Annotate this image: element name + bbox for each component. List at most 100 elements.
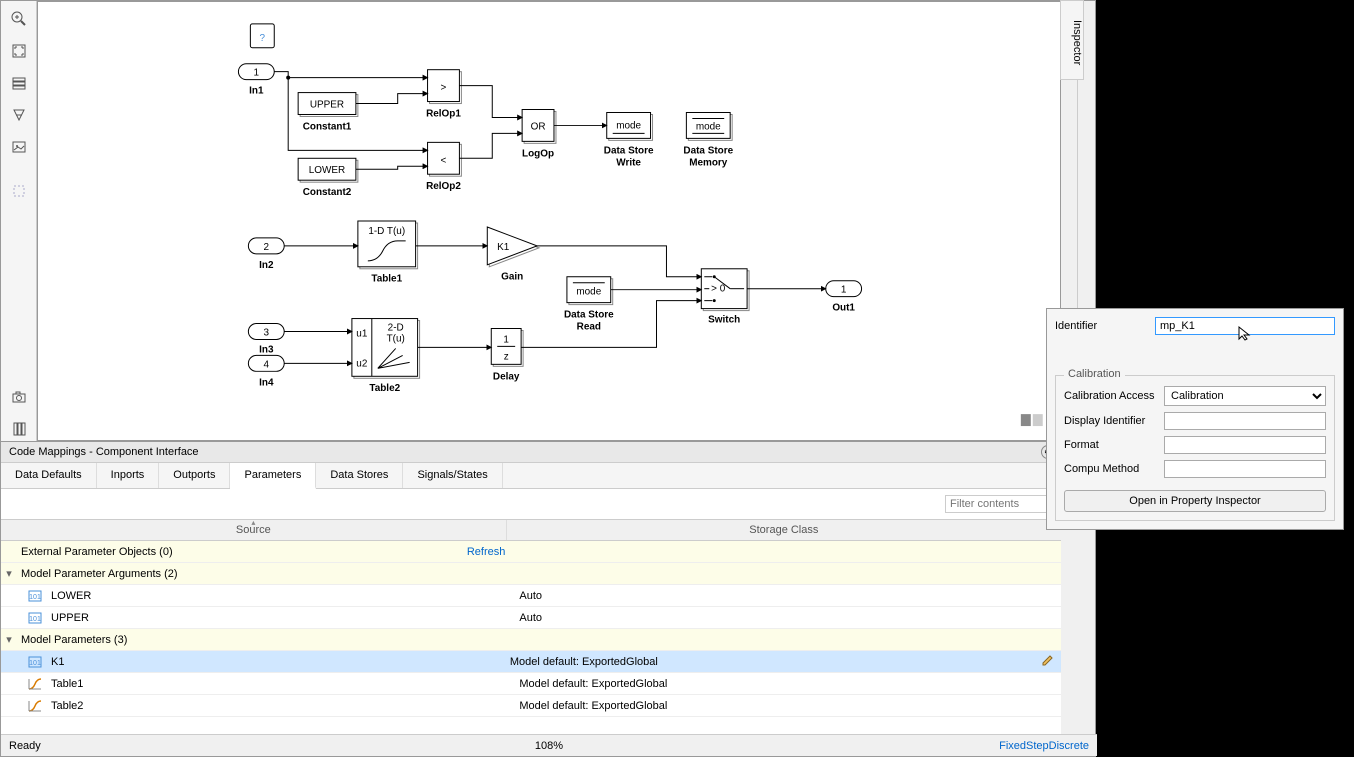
row-name: Table1 [51,678,83,690]
image-icon[interactable] [5,133,33,161]
svg-text:Memory: Memory [689,157,728,168]
row-name: Table2 [51,700,83,712]
table-row[interactable]: 101UPPERAuto [1,607,1061,629]
expand-icon[interactable]: ▾ [1,567,17,580]
block-logop: OR LogOp [522,110,556,160]
block-relop1: > RelOp1 [426,70,461,120]
table-row[interactable]: 101 K1 Model default: ExportedGlobal [1,651,1061,673]
svg-text:2: 2 [264,242,270,253]
cal-access-select[interactable]: Calibration [1164,386,1326,406]
block-dsw: mode Data Store Write [604,112,654,168]
area-icon[interactable] [5,177,33,205]
svg-text:1: 1 [503,334,509,345]
open-property-inspector-button[interactable]: Open in Property Inspector [1064,490,1326,512]
identifier-label: Identifier [1055,320,1155,332]
panel-tabs: Data Defaults Inports Outports Parameter… [1,463,1061,489]
fit-view-icon[interactable] [5,37,33,65]
svg-text:u1: u1 [356,328,368,339]
row-storage-class[interactable]: Model default: ExportedGlobal [513,678,1061,690]
explorer-icon[interactable] [5,69,33,97]
group-row[interactable]: ▾Model Parameter Arguments (2) [1,563,1061,585]
table-row[interactable]: Table1 Model default: ExportedGlobal [1,673,1061,695]
svg-text:mode: mode [696,121,721,132]
row-name: K1 [51,656,64,668]
table-row[interactable]: Table2 Model default: ExportedGlobal [1,695,1061,717]
block-dsr: mode Data Store Read [564,277,614,333]
tab-data-stores[interactable]: Data Stores [316,463,403,488]
parameter-icon: 101 [25,590,45,602]
filter-input[interactable] [945,495,1055,513]
group-row[interactable]: External Parameter Objects (0)Refresh [1,541,1061,563]
svg-text:4: 4 [264,359,270,370]
row-storage-class[interactable]: Auto [513,612,1061,624]
display-id-input[interactable] [1164,412,1326,430]
code-mappings-panel: Code Mappings - Component Interface ⚙ Da… [1,441,1061,736]
library-icon[interactable] [5,415,33,443]
grid-body: External Parameter Objects (0)Refresh▾Mo… [1,541,1061,717]
row-storage-class[interactable]: Model default: ExportedGlobal [504,656,1041,668]
svg-text:Table1: Table1 [371,274,402,285]
svg-text:101: 101 [29,660,41,667]
status-solver[interactable]: FixedStepDiscrete [999,740,1089,752]
status-ready: Ready [9,740,41,752]
svg-text:1: 1 [841,285,847,296]
tab-signals-states[interactable]: Signals/States [403,463,502,488]
svg-text:>: > [441,83,447,94]
svg-text:<: < [441,155,447,166]
svg-text:Constant1: Constant1 [303,121,352,132]
calibration-legend: Calibration [1064,368,1125,380]
tab-inports[interactable]: Inports [97,463,160,488]
tab-outports[interactable]: Outports [159,463,230,488]
refresh-link[interactable]: Refresh [467,546,506,558]
lookup-table-icon [25,678,45,690]
row-storage-class[interactable]: Auto [513,590,1061,602]
panel-title: Code Mappings - Component Interface ⚙ [1,442,1061,463]
compu-label: Compu Method [1064,463,1164,475]
block-switch: > 0 Switch [701,269,749,326]
tab-parameters[interactable]: Parameters [230,463,316,489]
svg-text:In3: In3 [259,344,274,355]
status-bar: Ready 108% FixedStepDiscrete [1,734,1097,756]
block-dsm: mode Data Store Memory [683,112,733,168]
svg-text:OR: OR [531,121,546,132]
inspector-tab[interactable]: Inspector [1060,0,1084,80]
col-source[interactable]: ▴Source [1,520,507,540]
calibration-fieldset: Calibration Calibration Access Calibrati… [1055,375,1335,521]
svg-text:Data Store: Data Store [683,145,733,156]
block-in4: 4 In4 [248,355,284,388]
edit-icon[interactable] [1041,653,1061,670]
col-storage[interactable]: Storage Class [507,520,1061,540]
svg-text:mode: mode [616,120,641,131]
expand-icon[interactable]: ▾ [1,633,17,646]
compu-input[interactable] [1164,460,1326,478]
group-row[interactable]: ▾Model Parameters (3) [1,629,1061,651]
block-out1: 1 Out1 [826,281,862,314]
svg-text:T(u): T(u) [387,333,405,344]
identifier-input[interactable] [1155,317,1335,335]
block-relop2: < RelOp2 [426,142,461,192]
format-input[interactable] [1164,436,1326,454]
svg-text:In1: In1 [249,86,264,97]
status-zoom: 108% [535,740,563,752]
tab-data-defaults[interactable]: Data Defaults [1,463,97,488]
svg-text:Delay: Delay [493,371,520,382]
svg-text:RelOp2: RelOp2 [426,181,461,192]
row-storage-class[interactable]: Model default: ExportedGlobal [513,700,1061,712]
svg-text:?: ? [260,33,266,44]
table-row[interactable]: 101 LOWER Auto [1,585,1061,607]
group-label: Model Parameters (3) [17,634,513,646]
camera-icon[interactable] [5,383,33,411]
svg-text:mode: mode [576,287,601,298]
left-toolbar: » [1,1,37,441]
zoom-in-icon[interactable] [5,5,33,33]
svg-text:RelOp1: RelOp1 [426,108,461,119]
annotation-icon[interactable] [5,101,33,129]
model-canvas[interactable]: ? 1 In1 UPPER Constant1 LOWER [37,1,1061,441]
cal-access-label: Calibration Access [1064,390,1164,402]
svg-text:101: 101 [29,616,41,623]
svg-text:Data Store: Data Store [604,145,654,156]
svg-text:In4: In4 [259,377,274,388]
svg-text:Out1: Out1 [832,303,855,314]
svg-text:K1: K1 [497,242,510,253]
row-name: LOWER [51,590,91,602]
